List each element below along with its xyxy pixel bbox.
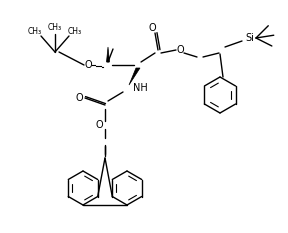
Text: Si: Si bbox=[246, 33, 254, 43]
Text: NH: NH bbox=[133, 83, 148, 93]
Text: CH₃: CH₃ bbox=[68, 27, 82, 37]
Polygon shape bbox=[129, 68, 140, 85]
Polygon shape bbox=[107, 47, 109, 62]
Text: O: O bbox=[84, 60, 92, 70]
Text: O: O bbox=[95, 120, 103, 130]
Text: O: O bbox=[176, 45, 184, 55]
Text: CH₃: CH₃ bbox=[48, 24, 62, 32]
Text: CH₃: CH₃ bbox=[28, 27, 42, 37]
Text: O: O bbox=[75, 93, 83, 103]
Text: O: O bbox=[148, 23, 156, 33]
